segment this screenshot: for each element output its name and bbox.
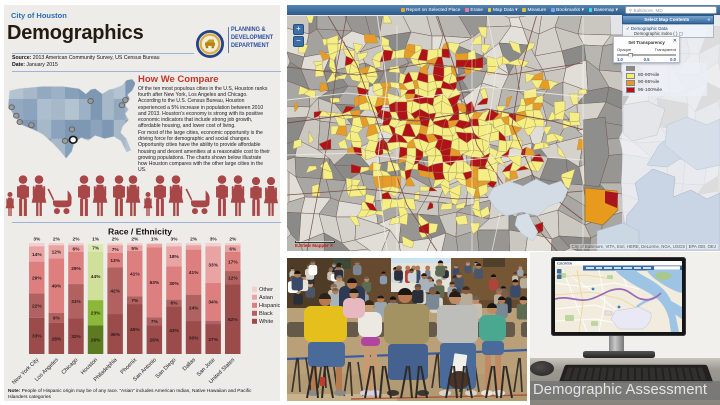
svg-text:2%: 2% [131, 237, 139, 243]
svg-text:29%: 29% [32, 275, 42, 281]
svg-text:22%: 22% [32, 303, 42, 309]
svg-text:49%: 49% [52, 284, 62, 290]
svg-text:3%: 3% [210, 237, 218, 243]
svg-text:30%: 30% [189, 335, 199, 341]
svg-text:24%: 24% [189, 306, 199, 312]
svg-text:13%: 13% [110, 258, 120, 264]
svg-text:7%: 7% [112, 247, 120, 253]
svg-text:43%: 43% [169, 328, 179, 334]
svg-text:6%: 6% [171, 301, 179, 307]
svg-text:San Diego: San Diego [155, 357, 178, 380]
svg-text:41%: 41% [189, 270, 199, 276]
svg-text:1%: 1% [92, 237, 100, 243]
svg-text:EJSCREEN: EJSCREEN [557, 261, 572, 265]
svg-text:12%: 12% [52, 250, 62, 256]
svg-text:7%: 7% [131, 298, 139, 304]
svg-text:3%: 3% [171, 237, 179, 243]
svg-text:63%: 63% [150, 280, 160, 286]
svg-text:34%: 34% [208, 300, 218, 306]
svg-text:1%: 1% [151, 237, 159, 243]
svg-text:62%: 62% [228, 317, 238, 323]
svg-text:Black: Black [259, 311, 273, 317]
svg-text:Phoenix: Phoenix [120, 357, 139, 376]
svg-text:26%: 26% [150, 337, 160, 343]
svg-text:27%: 27% [208, 337, 218, 343]
svg-text:6%: 6% [73, 246, 81, 252]
svg-text:45%: 45% [130, 327, 140, 333]
svg-text:23%: 23% [91, 311, 101, 317]
svg-text:2%: 2% [73, 237, 81, 243]
svg-text:Chicago: Chicago [61, 357, 80, 376]
svg-text:33%: 33% [208, 262, 218, 268]
svg-text:Asian: Asian [259, 295, 273, 301]
svg-text:3%: 3% [33, 237, 41, 243]
svg-text:30%: 30% [169, 281, 179, 287]
svg-text:2%: 2% [112, 237, 120, 243]
svg-text:42%: 42% [110, 289, 120, 295]
svg-text:29%: 29% [71, 266, 81, 272]
svg-text:17%: 17% [228, 259, 238, 265]
svg-text:28%: 28% [52, 336, 62, 342]
svg-text:44%: 44% [91, 274, 101, 280]
svg-text:Houston: Houston [80, 357, 99, 376]
svg-text:Other: Other [259, 287, 273, 293]
svg-text:Hispanic: Hispanic [259, 303, 280, 309]
svg-text:12%: 12% [228, 276, 238, 282]
svg-text:18%: 18% [169, 254, 179, 260]
svg-text:7%: 7% [151, 319, 159, 325]
svg-text:41%: 41% [130, 271, 140, 277]
svg-text:31%: 31% [71, 299, 81, 305]
svg-text:2%: 2% [190, 237, 198, 243]
svg-text:2%: 2% [53, 237, 61, 243]
svg-text:14%: 14% [32, 252, 42, 258]
svg-text:6%: 6% [229, 246, 237, 252]
svg-text:White: White [259, 319, 273, 325]
svg-text:26%: 26% [91, 338, 101, 344]
svg-text:Race / Ethnicity: Race / Ethnicity [108, 227, 172, 237]
svg-text:2%: 2% [229, 237, 237, 243]
svg-text:7%: 7% [92, 246, 100, 252]
svg-text:Dallas: Dallas [182, 357, 197, 372]
svg-text:36%: 36% [110, 332, 120, 338]
svg-text:32%: 32% [71, 334, 81, 340]
svg-text:5%: 5% [131, 246, 139, 252]
svg-text:9%: 9% [53, 316, 61, 322]
svg-text:33%: 33% [32, 334, 42, 340]
